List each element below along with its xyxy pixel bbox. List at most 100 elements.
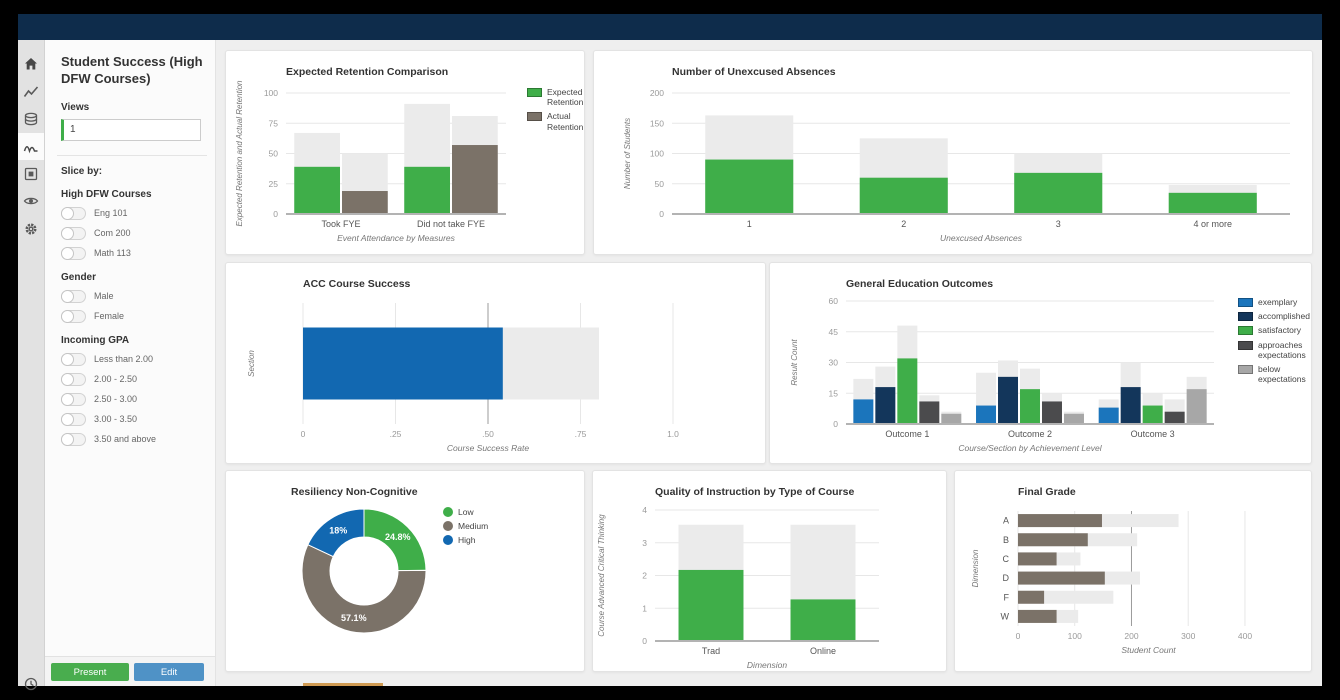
legend-swatch [1238, 364, 1253, 374]
bar-segment[interactable] [1164, 411, 1185, 424]
bar-segment[interactable] [1018, 552, 1057, 566]
legend-label: Low [458, 507, 474, 517]
toggle-switch[interactable] [61, 206, 86, 220]
bar-segment[interactable] [452, 145, 498, 214]
rail-item-home[interactable] [18, 50, 44, 77]
bar-segment[interactable] [853, 399, 874, 424]
toggle-switch[interactable] [61, 372, 86, 386]
y-axis-title: Expected Retention and Actual Retention [235, 80, 244, 227]
x-tick-label: 200 [1124, 631, 1138, 641]
legend-item[interactable]: satisfactory [1238, 325, 1310, 336]
rail-item-trend-line[interactable] [18, 78, 44, 105]
bar-segment[interactable] [1014, 172, 1103, 214]
y-tick-label: 100 [650, 149, 664, 159]
legend-swatch [527, 112, 542, 122]
toggle-switch[interactable] [61, 289, 86, 303]
bar-segment[interactable] [875, 387, 896, 424]
toggle-switch[interactable] [61, 432, 86, 446]
bar-segment[interactable] [1098, 407, 1119, 424]
toggle-switch[interactable] [61, 412, 86, 426]
bar-segment[interactable] [897, 358, 918, 424]
bar-segment[interactable] [790, 599, 856, 641]
icon-rail [18, 40, 45, 690]
toggle-switch[interactable] [61, 246, 86, 260]
bar-segment[interactable] [1063, 413, 1084, 424]
legend-item[interactable]: Expected Retention [527, 87, 583, 107]
present-button[interactable]: Present [51, 663, 129, 681]
filter-option-row: 2.50 - 3.00 [61, 392, 203, 406]
rail-item-eye[interactable] [18, 187, 44, 214]
x-category-label: 4 or more [1193, 219, 1232, 229]
legend-label: exemplary [1258, 297, 1298, 307]
toggle-switch[interactable] [61, 392, 86, 406]
x-category-label: Outcome 2 [1008, 429, 1052, 439]
bar-segment[interactable] [342, 191, 388, 214]
bar-segment[interactable] [1018, 571, 1105, 585]
y-axis-title: Dimension [971, 549, 980, 587]
toggle-switch[interactable] [61, 226, 86, 240]
rail-item-gear[interactable] [18, 215, 44, 242]
bar-segment[interactable] [1142, 405, 1163, 424]
chart-title: Number of Unexcused Absences [672, 66, 836, 78]
rail-item-pulse-wave[interactable] [18, 133, 44, 160]
legend-swatch [527, 88, 542, 97]
x-axis-title: Course Success Rate [447, 443, 529, 453]
bar-segment[interactable] [705, 159, 794, 214]
legend-item[interactable]: approaches expectations [1238, 340, 1310, 360]
bar-segment[interactable] [294, 166, 340, 214]
x-category-label: Did not take FYE [417, 219, 485, 229]
legend-item[interactable]: Actual Retention [527, 111, 583, 132]
views-input[interactable] [61, 118, 201, 141]
trend-line-icon [23, 85, 39, 97]
filter-group: High DFW Courses Eng 101 Com 200 Math 113 [61, 189, 203, 260]
bar-segment[interactable] [1018, 533, 1088, 547]
rail-item-report[interactable] [18, 160, 44, 187]
toggle-switch[interactable] [61, 309, 86, 323]
filter-group-label: Incoming GPA [61, 334, 130, 346]
chart-canvas: 0 50 100 150 200 1 2 3 4 or more Number of Unexcu… [623, 66, 1290, 243]
filter-option-label: Com 200 [94, 228, 131, 239]
x-category-label: Online [810, 646, 836, 656]
legend-item[interactable]: Medium [443, 521, 523, 532]
bar-segment[interactable] [1041, 401, 1062, 424]
y-axis-title: Course Advanced Critical Thinking [597, 514, 606, 637]
bar-segment[interactable] [1018, 590, 1045, 604]
slice-by-label: Slice by: [61, 165, 103, 177]
filter-option-label: Less than 2.00 [94, 354, 154, 365]
bar-segment[interactable] [941, 413, 962, 424]
toggle-switch[interactable] [61, 352, 86, 366]
bar-segment[interactable] [1168, 192, 1257, 214]
bar-segment[interactable] [1120, 387, 1141, 424]
legend-item[interactable]: Low [443, 507, 523, 517]
bar-segment[interactable] [1020, 389, 1040, 424]
bar-segment[interactable] [404, 166, 450, 214]
pie-slice-medium[interactable] [301, 543, 427, 634]
x-category-label: 3 [1056, 219, 1061, 229]
bar-segment[interactable] [1018, 609, 1057, 623]
legend-item[interactable]: below expectations [1238, 364, 1310, 384]
bar-segment[interactable] [678, 569, 744, 641]
bar-segment[interactable] [1186, 389, 1207, 424]
rail-item-clock[interactable] [18, 670, 44, 697]
gear-icon [25, 223, 37, 234]
bar-segment[interactable] [303, 327, 503, 400]
y-tick-label: 45 [829, 327, 839, 337]
rail-item-data-stack[interactable] [18, 105, 44, 132]
chart-title: Resiliency Non-Cognitive [291, 486, 418, 498]
bar-segment[interactable] [919, 401, 940, 424]
legend-swatch [443, 521, 453, 532]
y-tick-label: 50 [655, 179, 665, 189]
bar-segment[interactable] [1018, 514, 1102, 528]
bar-segment[interactable] [859, 177, 948, 214]
y-axis-title: Number of Students [623, 118, 632, 189]
legend-item[interactable]: exemplary [1238, 297, 1310, 307]
y-category-label: B [1003, 535, 1009, 545]
legend-item[interactable]: accomplished [1238, 311, 1310, 322]
legend-item[interactable]: High [443, 535, 523, 546]
x-category-label: Trad [702, 646, 720, 656]
bar-segment[interactable] [998, 376, 1019, 424]
edit-button[interactable]: Edit [134, 663, 204, 681]
pie-slice-high[interactable] [307, 508, 365, 558]
y-tick-label: 3 [642, 538, 647, 548]
bar-segment[interactable] [976, 405, 997, 424]
